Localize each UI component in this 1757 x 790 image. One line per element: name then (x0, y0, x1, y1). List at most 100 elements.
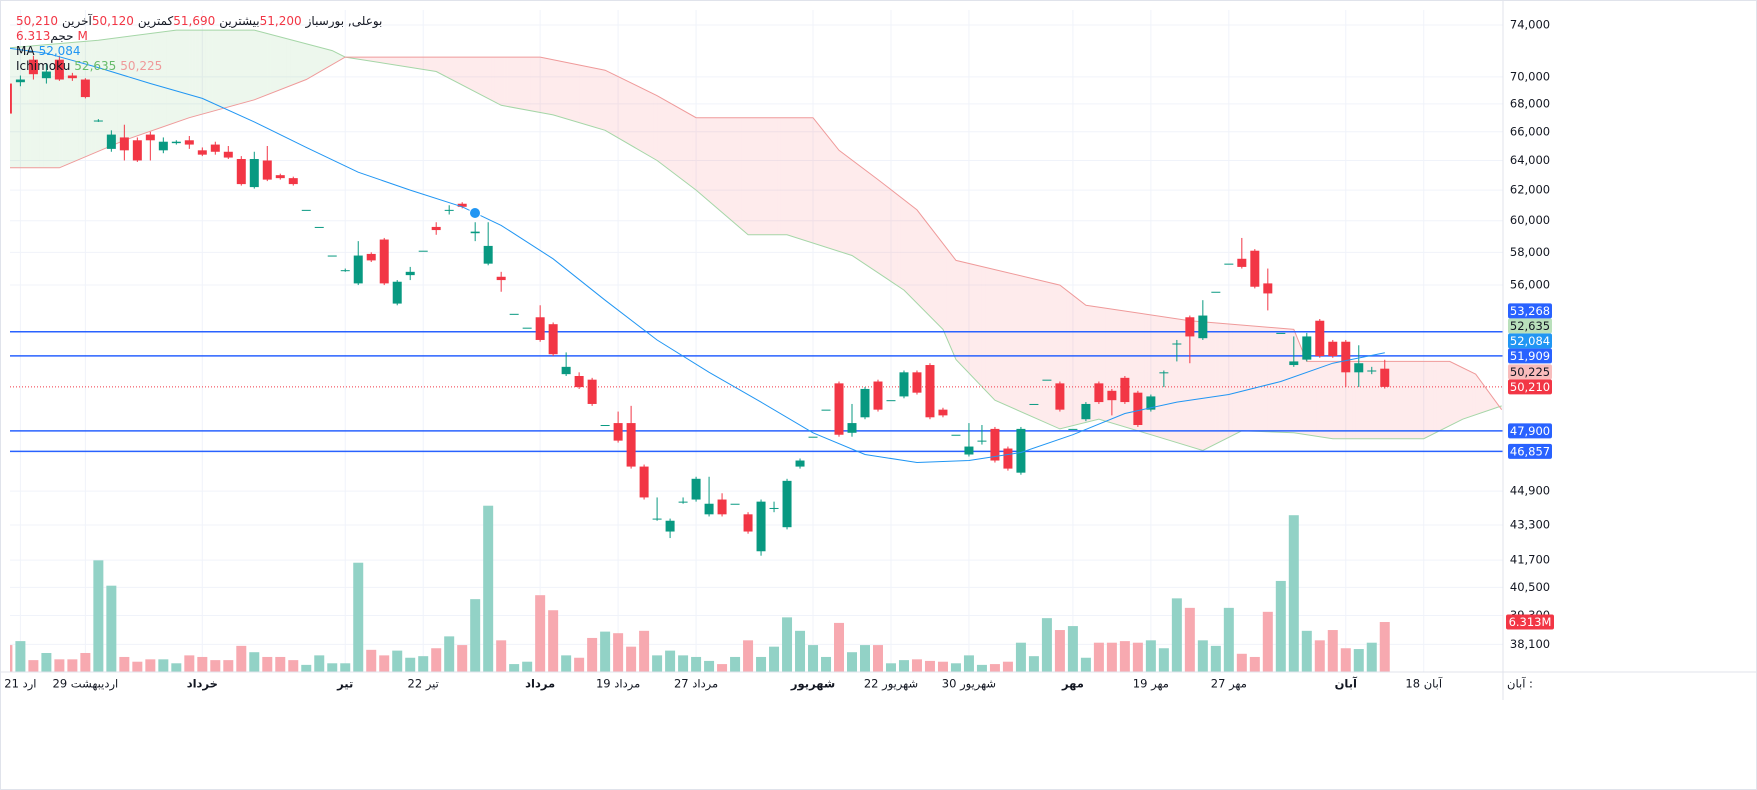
x-tick-label: 18 آبان (1405, 677, 1442, 691)
cloud (702, 117, 706, 199)
candle-body (184, 140, 194, 145)
cloud (735, 117, 739, 227)
cloud (1189, 320, 1194, 448)
cloud (406, 57, 411, 68)
price-label-box (1508, 443, 1552, 459)
volume-bar (1015, 642, 1026, 672)
cloud (393, 57, 398, 66)
cloud (647, 90, 651, 157)
cloud (543, 57, 547, 114)
cloud (65, 42, 70, 166)
volume-bar (223, 660, 234, 672)
cloud (1193, 320, 1197, 449)
candle-body (223, 151, 233, 158)
volume-bar (1184, 607, 1195, 672)
cloud (1332, 361, 1337, 439)
cloud (890, 189, 895, 284)
cloud (903, 199, 908, 294)
y-tick-label: 43,300 (1510, 518, 1550, 532)
cloud (471, 57, 476, 92)
event-marker[interactable] (469, 207, 481, 219)
cloud (1339, 361, 1343, 439)
cloud (1329, 361, 1333, 439)
cloud (855, 162, 859, 260)
plot (10, 29, 1503, 672)
cloud (575, 64, 580, 123)
cloud (26, 46, 31, 168)
cloud (127, 36, 131, 140)
cloud (864, 169, 869, 267)
cloud (319, 47, 323, 73)
cloud (949, 251, 953, 353)
cloud (114, 37, 118, 145)
y-tick-label: 62,000 (1510, 183, 1550, 197)
candle-body (28, 59, 38, 75)
cloud (683, 110, 687, 183)
cloud (488, 57, 492, 101)
cloud (1128, 311, 1132, 429)
cloud (241, 30, 245, 104)
cloud (514, 57, 518, 109)
volume-label: 6.313M (1509, 615, 1552, 629)
cloud (273, 35, 278, 93)
cloud (959, 261, 963, 367)
volume-bar (1197, 640, 1208, 672)
cloud (1420, 361, 1424, 439)
candle-body (821, 409, 831, 411)
volume-bar (1067, 626, 1078, 672)
cloud (553, 59, 557, 116)
candle-body (769, 507, 779, 509)
cloud (1212, 322, 1216, 446)
candle-body (574, 375, 584, 388)
cloud (494, 57, 498, 104)
cloud (829, 138, 833, 250)
cloud (251, 30, 255, 101)
cloud (1368, 361, 1372, 439)
x-tick-label: 27 مرداد (674, 677, 718, 692)
cloud (1066, 290, 1070, 428)
legend-value: 51,200 (259, 14, 302, 28)
cloud (1186, 320, 1190, 447)
cloud (442, 57, 446, 77)
cloud (484, 57, 489, 99)
cloud (897, 194, 901, 288)
cloud (423, 57, 427, 70)
cloud (1446, 361, 1450, 428)
volume-bar (639, 630, 650, 672)
cloud (611, 73, 615, 136)
candle-body (808, 436, 818, 438)
candle-body (652, 518, 662, 520)
cloud (523, 57, 528, 111)
volume-bar (1158, 648, 1169, 672)
cloud (582, 65, 586, 125)
cloud (137, 34, 141, 136)
cloud (887, 187, 891, 282)
candle-body (1198, 315, 1208, 339)
cloud (1219, 323, 1223, 443)
cloud (1443, 361, 1447, 429)
candle-body (1367, 370, 1377, 372)
cloud (826, 134, 830, 249)
volume-bar (808, 645, 819, 672)
cloud (384, 57, 388, 64)
candle-body (80, 79, 90, 98)
cloud (1030, 278, 1034, 418)
cloud (1433, 361, 1437, 434)
cloud (916, 209, 921, 307)
x-tick-label: 27 مهر (1211, 677, 1247, 692)
volume-bar (1054, 630, 1065, 672)
legend-value: 52,635 (74, 59, 117, 73)
cloud (1082, 302, 1086, 424)
volume-bar (756, 656, 767, 672)
cloud (481, 57, 485, 97)
cloud (517, 57, 521, 109)
cloud (82, 41, 86, 159)
cloud (264, 32, 268, 96)
cloud (1303, 353, 1307, 435)
cloud (1173, 318, 1177, 443)
candle-body (249, 159, 259, 188)
cloud (621, 78, 625, 142)
volume-bar (898, 660, 909, 672)
candle-body (1107, 390, 1117, 401)
volume-bar (626, 646, 637, 672)
